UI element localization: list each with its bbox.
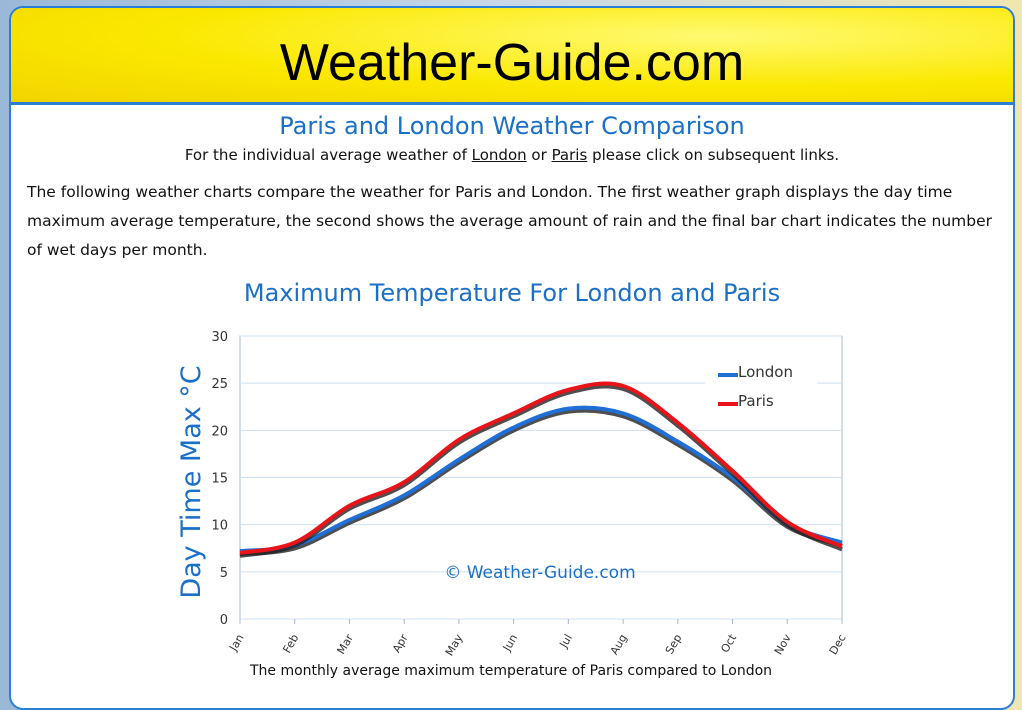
x-tick-label: Mar [334, 632, 356, 657]
x-tick-label: Oct [718, 631, 739, 655]
description: The following weather charts compare the… [27, 183, 992, 259]
y-axis-label: Day Time Max °C [176, 365, 207, 598]
site-header: Weather-Guide.com [11, 8, 1013, 105]
y-tick-label: 5 [220, 566, 228, 581]
x-tick-label: Jul [557, 632, 575, 651]
intro-text: please click on subsequent links. [592, 146, 840, 164]
intro-text: For the individual average weather of [184, 146, 467, 164]
legend-label: London [738, 363, 793, 381]
chart-caption: The monthly average maximum temperature … [249, 663, 772, 679]
y-tick-label: 20 [211, 424, 228, 439]
intro-text: or [531, 146, 547, 164]
x-tick-label: Nov [772, 632, 794, 658]
page-heading: Paris and London Weather Comparison [279, 112, 745, 140]
y-tick-label: 0 [220, 613, 228, 628]
y-tick-label: 25 [211, 377, 228, 392]
line-shadow [239, 408, 843, 557]
x-tick-label: Apr [390, 632, 411, 655]
y-tick-label: 30 [211, 330, 228, 345]
line [239, 381, 843, 555]
legend-box [705, 360, 817, 416]
x-tick-label: May [443, 632, 466, 659]
x-tick-label: Sep [663, 632, 685, 656]
y-tick-label: 15 [211, 472, 228, 487]
y-tick-label: 10 [211, 519, 228, 534]
paris-link[interactable]: Paris [551, 146, 588, 164]
site-title: Weather-Guide.com [279, 34, 745, 92]
x-tick-label: Dec [827, 632, 849, 657]
watermark: © Weather-Guide.com [444, 563, 635, 583]
chart-heading: Maximum Temperature For London and Paris [243, 279, 781, 307]
x-tick-label: Jun [500, 632, 520, 654]
chart: 0 5 10 15 20 25 30 Jan Feb Mar Apr May Jun Jul Aug Sep O… [176, 330, 849, 679]
line-shadow [239, 384, 843, 558]
x-tick-label: Aug [608, 632, 630, 657]
x-tick-label: Jan [226, 632, 246, 654]
intro: For the individual average weather of Lo… [11, 146, 1013, 164]
content-card: Weather-Guide.com Paris and London Weath… [9, 6, 1015, 710]
x-tick-label: Feb [280, 632, 301, 655]
legend-label: Paris [738, 392, 774, 410]
london-link[interactable]: London [471, 146, 527, 164]
